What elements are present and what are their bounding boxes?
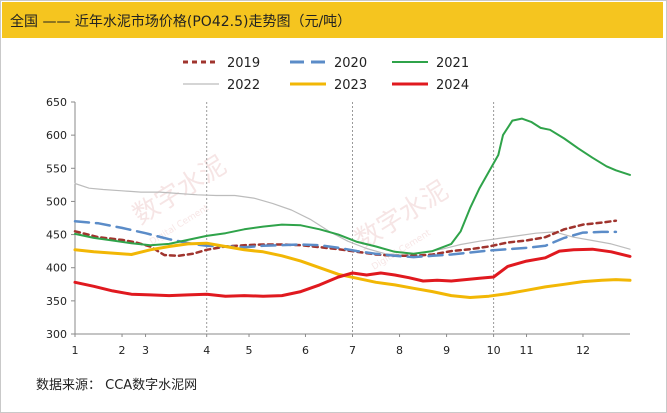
y-tick-label: 500 [46, 195, 67, 208]
x-tick-label: 9 [443, 344, 450, 357]
y-tick-label: 600 [46, 129, 67, 142]
y-tick-label: 550 [46, 162, 67, 175]
x-tick-label: 5 [246, 344, 253, 357]
y-tick-label: 450 [46, 229, 67, 242]
x-tick-label: 3 [142, 344, 149, 357]
legend-label-2023: 2023 [334, 78, 367, 93]
legend: 2019 2020 2021 2022 2023 2024 [183, 56, 469, 93]
y-tick-label: 350 [46, 295, 67, 308]
y-tick-label: 300 [46, 328, 67, 341]
legend-label-2022: 2022 [227, 78, 260, 93]
y-tick-label: 650 [46, 96, 67, 109]
x-tick-label: 7 [349, 344, 356, 357]
legend-label-2021: 2021 [436, 56, 469, 71]
x-tick-label: 12 [576, 344, 590, 357]
watermark-group: 数字水泥 数字水泥 Digital Cement Digital Cement [128, 150, 454, 272]
x-tick-label: 8 [396, 344, 403, 357]
x-tick-label: 6 [302, 344, 309, 357]
legend-label-2020: 2020 [334, 56, 367, 71]
x-tick-label: 10 [487, 344, 501, 357]
data-source-note: 数据来源： CCA数字水泥网 [36, 374, 197, 393]
x-tick-label: 1 [72, 344, 79, 357]
series-line-2024 [75, 249, 630, 296]
legend-label-2019: 2019 [227, 56, 260, 71]
x-tick-label: 2 [119, 344, 126, 357]
legend-label-2024: 2024 [436, 78, 469, 93]
y-tick-label: 400 [46, 262, 67, 275]
x-tick-label: 11 [520, 344, 534, 357]
x-tick-label: 4 [203, 344, 210, 357]
